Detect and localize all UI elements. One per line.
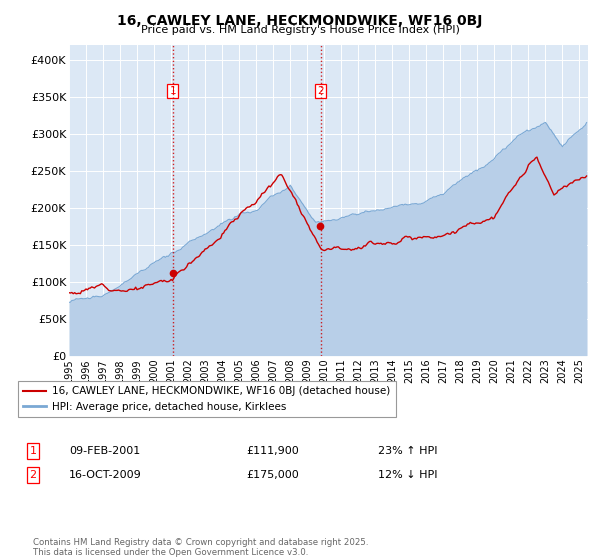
- Text: 1: 1: [169, 86, 176, 96]
- Text: £175,000: £175,000: [246, 470, 299, 480]
- Text: 12% ↓ HPI: 12% ↓ HPI: [378, 470, 437, 480]
- Text: Price paid vs. HM Land Registry's House Price Index (HPI): Price paid vs. HM Land Registry's House …: [140, 25, 460, 35]
- Text: 2: 2: [317, 86, 324, 96]
- Text: 09-FEB-2001: 09-FEB-2001: [69, 446, 140, 456]
- Text: 1: 1: [29, 446, 37, 456]
- Text: 2: 2: [29, 470, 37, 480]
- Text: 23% ↑ HPI: 23% ↑ HPI: [378, 446, 437, 456]
- Text: 16, CAWLEY LANE, HECKMONDWIKE, WF16 0BJ: 16, CAWLEY LANE, HECKMONDWIKE, WF16 0BJ: [118, 14, 482, 28]
- Legend: 16, CAWLEY LANE, HECKMONDWIKE, WF16 0BJ (detached house), HPI: Average price, de: 16, CAWLEY LANE, HECKMONDWIKE, WF16 0BJ …: [18, 381, 396, 417]
- Text: Contains HM Land Registry data © Crown copyright and database right 2025.
This d: Contains HM Land Registry data © Crown c…: [33, 538, 368, 557]
- Text: 16-OCT-2009: 16-OCT-2009: [69, 470, 142, 480]
- Text: £111,900: £111,900: [246, 446, 299, 456]
